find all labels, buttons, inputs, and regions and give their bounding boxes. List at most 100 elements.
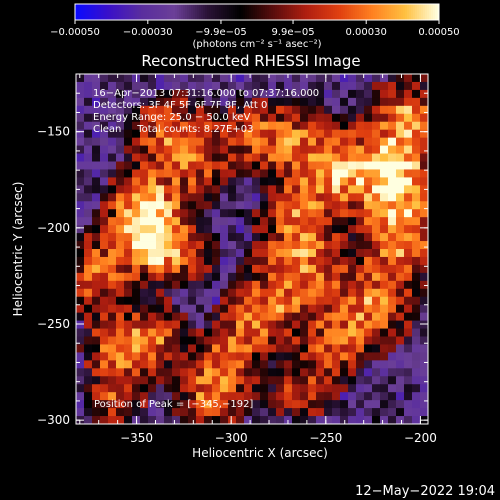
heatmap-cell xyxy=(188,312,197,321)
colorbar-segment xyxy=(163,4,166,20)
heatmap-cell xyxy=(84,225,93,234)
heatmap-cell xyxy=(188,193,197,202)
heatmap-cell xyxy=(396,352,405,361)
heatmap-cell xyxy=(276,74,285,83)
heatmap-cell xyxy=(108,352,117,361)
heatmap-cell xyxy=(212,344,221,353)
heatmap-cell xyxy=(268,288,277,298)
heatmap-cell xyxy=(140,217,149,226)
heatmap-cell xyxy=(204,225,213,234)
heatmap-cell xyxy=(316,272,325,282)
heatmap-cell xyxy=(292,392,301,401)
heatmap-cell xyxy=(180,74,189,83)
heatmap-cell xyxy=(404,400,413,409)
heatmap-cell xyxy=(292,169,301,178)
heatmap-cell xyxy=(196,344,205,353)
colorbar-segment xyxy=(399,4,402,20)
heatmap-cell xyxy=(372,304,381,314)
heatmap-cell xyxy=(268,304,277,314)
heatmap-cell xyxy=(244,74,253,83)
heatmap-cell xyxy=(404,416,413,425)
heatmap-cell xyxy=(252,304,261,314)
heatmap-cell xyxy=(180,169,189,178)
colorbar-segment xyxy=(229,4,232,20)
heatmap-cell xyxy=(188,368,197,377)
heatmap-cell xyxy=(412,280,421,290)
heatmap-cell xyxy=(420,89,429,99)
heatmap-cell xyxy=(340,225,349,234)
heatmap-cell xyxy=(196,304,205,314)
heatmap-cell xyxy=(364,105,373,115)
heatmap-cell xyxy=(396,233,405,242)
heatmap-cell xyxy=(148,145,157,154)
heatmap-cell xyxy=(404,336,413,345)
heatmap-cell xyxy=(260,241,269,250)
heatmap-cell xyxy=(228,81,237,91)
heatmap-cell xyxy=(332,209,341,218)
heatmap-cell xyxy=(316,376,325,385)
heatmap-cell xyxy=(188,320,197,329)
heatmap-cell xyxy=(276,193,285,202)
heatmap-cell xyxy=(212,241,221,250)
heatmap-cell xyxy=(236,400,245,409)
heatmap-cell xyxy=(396,360,405,369)
heatmap-cell xyxy=(220,233,229,242)
heatmap-cell xyxy=(380,161,389,170)
heatmap-cell xyxy=(252,105,261,115)
heatmap-cell xyxy=(212,400,221,409)
heatmap-cell xyxy=(260,177,269,186)
colorbar-segment xyxy=(87,4,90,20)
heatmap-cell xyxy=(260,304,269,314)
heatmap-cell xyxy=(76,225,85,234)
heatmap-cell xyxy=(204,249,213,258)
heatmap-cell xyxy=(324,201,333,210)
heatmap-cell xyxy=(212,249,221,258)
heatmap-cell xyxy=(92,344,101,353)
heatmap-cell xyxy=(364,233,373,242)
heatmap-cell xyxy=(324,344,333,353)
heatmap-cell xyxy=(252,256,261,266)
heatmap-cell xyxy=(404,145,413,154)
heatmap-cell xyxy=(324,312,333,321)
heatmap-cell xyxy=(180,296,189,306)
heatmap-cell xyxy=(228,129,237,139)
colorbar-segment xyxy=(389,4,392,20)
heatmap-cell xyxy=(132,145,141,154)
heatmap-cell xyxy=(212,408,221,417)
heatmap-cell xyxy=(252,201,261,210)
heatmap-cell xyxy=(396,201,405,210)
heatmap-cell xyxy=(276,121,285,131)
heatmap-cell xyxy=(308,153,317,162)
heatmap-cell xyxy=(116,400,125,409)
heatmap-cell xyxy=(148,121,157,131)
heatmap-cell xyxy=(332,256,341,266)
heatmap-cell xyxy=(380,129,389,139)
heatmap-cell xyxy=(212,288,221,298)
heatmap-cell xyxy=(356,193,365,202)
heatmap-cell xyxy=(76,193,85,202)
heatmap-cell xyxy=(268,193,277,202)
heatmap-cell xyxy=(396,392,405,401)
heatmap-cell xyxy=(340,400,349,409)
heatmap-cell xyxy=(220,241,229,250)
heatmap-cell xyxy=(228,328,237,337)
heatmap-cell xyxy=(100,225,109,234)
heatmap-cell xyxy=(116,336,125,345)
colorbar-segment xyxy=(263,4,266,20)
footer-timestamp: 12−May−2022 19:04 xyxy=(355,484,495,499)
heatmap-cell xyxy=(252,81,261,91)
heatmap-cell xyxy=(212,161,221,170)
heatmap-cell xyxy=(236,121,245,131)
colorbar-segment xyxy=(197,4,200,20)
heatmap-cell xyxy=(252,193,261,202)
heatmap-cell xyxy=(356,145,365,154)
heatmap-cell xyxy=(116,328,125,337)
heatmap-cell xyxy=(140,145,149,154)
heatmap-cell xyxy=(236,137,245,146)
heatmap-cell xyxy=(308,121,317,131)
heatmap-cell xyxy=(236,105,245,115)
heatmap-cell xyxy=(172,296,181,306)
heatmap-cell xyxy=(276,400,285,409)
heatmap-cell xyxy=(268,384,277,393)
heatmap-cell xyxy=(268,153,277,162)
